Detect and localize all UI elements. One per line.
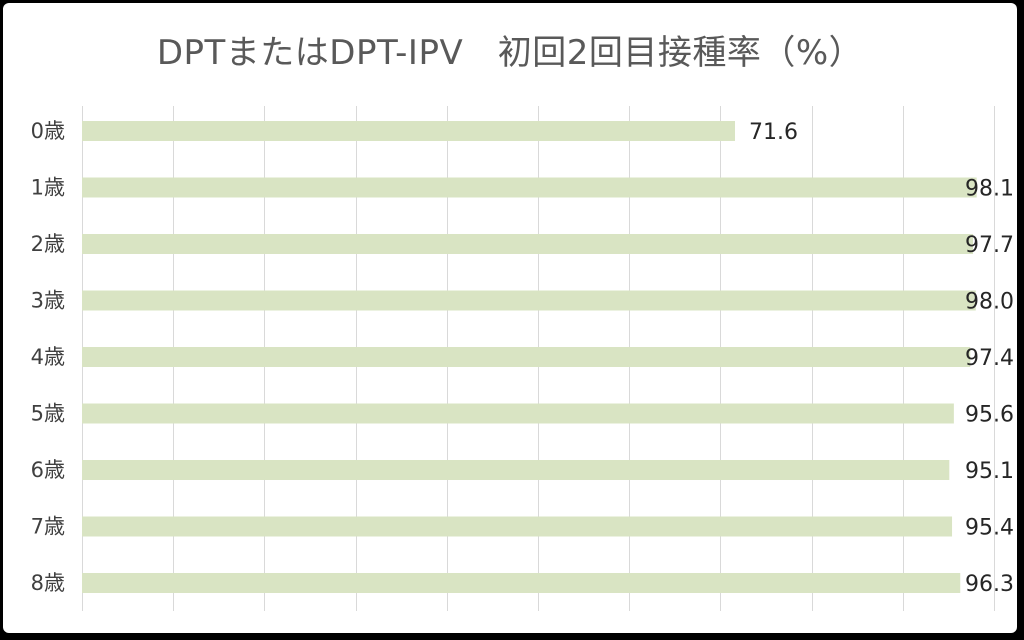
category-label: 0歳 <box>31 119 65 143</box>
bar <box>82 516 953 537</box>
category-label: 1歳 <box>31 176 65 200</box>
category-label: 6歳 <box>31 458 65 482</box>
bar <box>82 347 971 367</box>
value-label: 71.6 <box>749 120 798 145</box>
bar <box>82 573 961 593</box>
category-label: 8歳 <box>31 571 65 595</box>
value-label: 97.4 <box>965 346 1014 371</box>
value-labels: 71.6 98.1 97.7 98.0 97.4 95.6 95.1 95.4 96.3 <box>749 120 1014 597</box>
category-label: 2歳 <box>31 232 65 256</box>
bar <box>82 290 976 311</box>
chart-title: DPTまたはDPT-IPV 初回2回目接種率（%） <box>156 33 864 73</box>
value-label: 95.1 <box>965 459 1014 484</box>
bar-chart: 0歳 1歳 2歳 3歳 4歳 5歳 6歳 7歳 8歳 71.6 98.1 97.7 98.0 97.4 9… <box>31 106 1014 611</box>
chart-frame: DPTまたはDPT-IPV 初回2回目接種率（%） 0歳 1歳 2歳 3歳 4歳 5歳 6歳… <box>3 3 1017 633</box>
category-label: 7歳 <box>31 515 65 539</box>
category-labels: 0歳 1歳 2歳 3歳 4歳 5歳 6歳 7歳 8歳 <box>31 119 65 595</box>
bar <box>82 177 977 198</box>
value-label: 97.7 <box>965 233 1014 258</box>
value-label: 98.1 <box>965 177 1014 202</box>
value-label: 96.3 <box>965 572 1014 597</box>
bar <box>82 234 974 254</box>
value-label: 95.6 <box>965 403 1014 428</box>
bar <box>82 121 735 141</box>
value-label: 98.0 <box>965 290 1014 315</box>
category-label: 3歳 <box>31 289 65 313</box>
bar <box>82 460 950 480</box>
category-label: 4歳 <box>31 345 65 369</box>
value-label: 95.4 <box>965 516 1014 541</box>
bar <box>82 403 954 424</box>
bars <box>82 121 977 593</box>
category-label: 5歳 <box>31 402 65 426</box>
